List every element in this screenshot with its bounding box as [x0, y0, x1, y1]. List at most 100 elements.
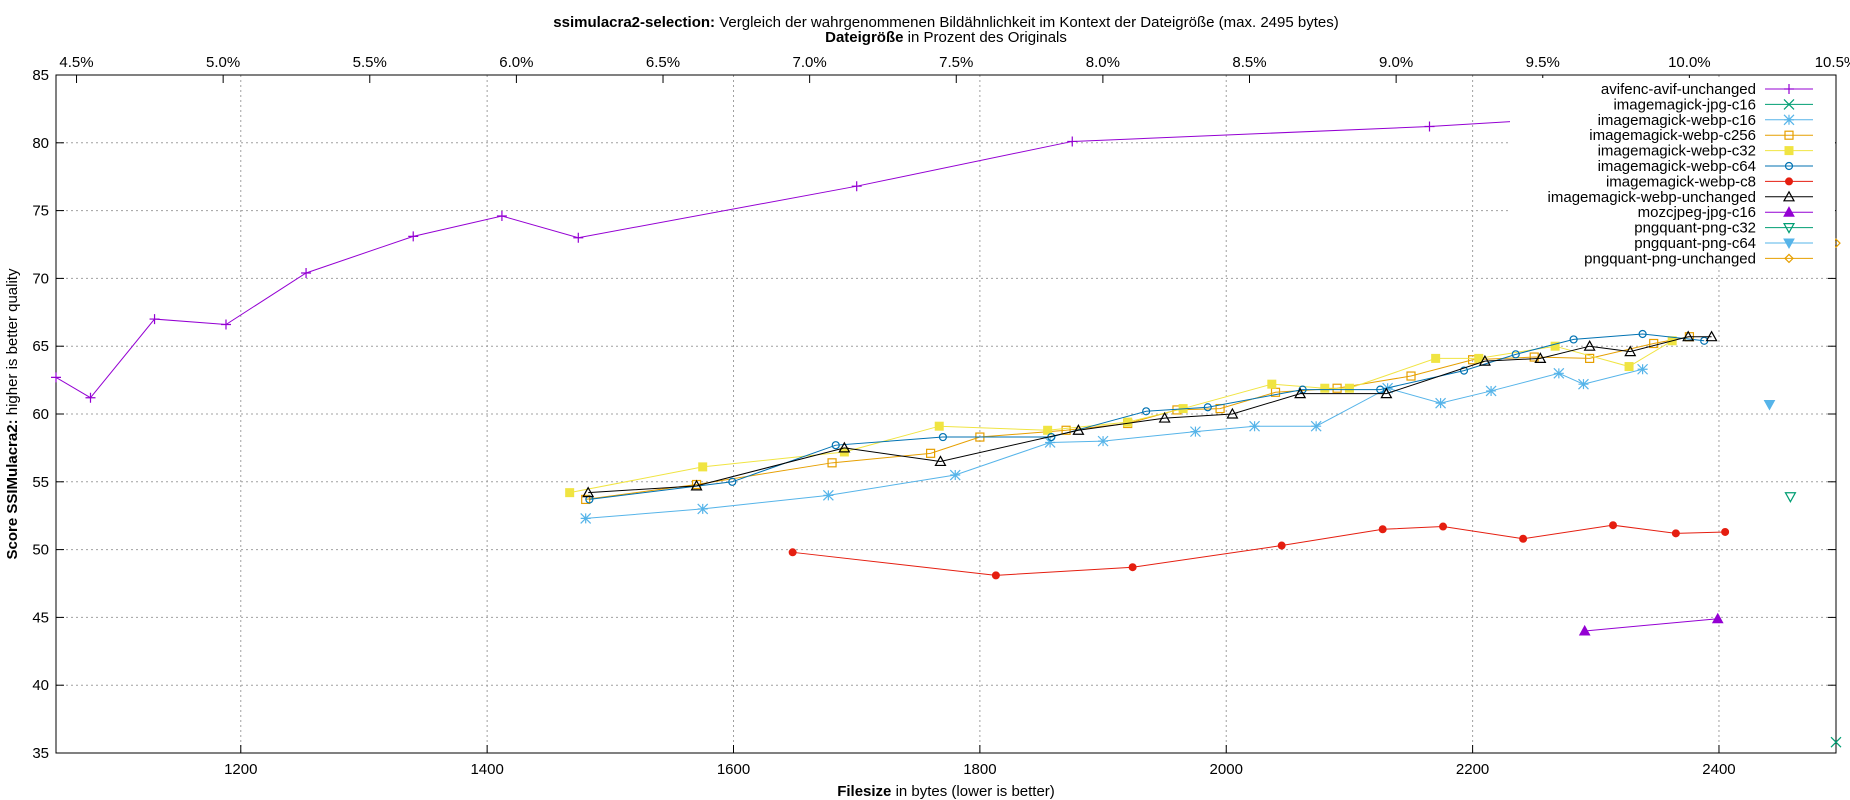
data-point: [1158, 411, 1171, 423]
y-tick-label: 35: [32, 745, 49, 762]
data-point: [1097, 435, 1109, 447]
data-point: [1784, 492, 1797, 503]
chart-title: ssimulacra2-selection: Vergleich der wah…: [553, 14, 1338, 31]
data-point: [1310, 420, 1322, 432]
data-point: [1320, 383, 1330, 393]
data-point: [1553, 367, 1565, 379]
data-point: [1277, 541, 1286, 550]
data-point: [831, 441, 840, 450]
series-line: [55, 108, 1720, 399]
x-tick-label: 2400: [1702, 761, 1735, 778]
series-imagemagick-jpg-c16: [1830, 736, 1842, 748]
legend-label: pngquant-png-unchanged: [1584, 250, 1756, 267]
legend-marker: [1784, 84, 1794, 94]
legend-item: imagemagick-webp-c8: [1606, 173, 1813, 190]
y-tick-label: 50: [32, 542, 49, 559]
y-tick-label: 45: [32, 609, 49, 626]
data-point: [698, 462, 708, 472]
legend-marker: [1782, 223, 1796, 234]
series-imagemagick-webp-c64: [585, 329, 1709, 504]
legend-marker: [1784, 161, 1794, 171]
legend-label: imagemagick-webp-c64: [1598, 158, 1756, 175]
data-point: [1624, 362, 1634, 372]
x-tick-label: 1600: [717, 761, 750, 778]
data-point: [1638, 329, 1647, 339]
legend-item: avifenc-avif-unchanged: [1601, 81, 1813, 98]
data-point: [51, 372, 61, 383]
data-point: [1485, 385, 1497, 397]
data-point: [949, 469, 961, 481]
x-axis-label-rest: in bytes (lower is better): [891, 783, 1054, 800]
x-tick-label: 1200: [224, 761, 257, 778]
series-imagemagick-webp-c16: [580, 363, 1649, 524]
data-point: [1344, 383, 1354, 393]
data-point: [582, 486, 595, 498]
data-point: [220, 319, 231, 330]
data-point: [1406, 371, 1416, 381]
x-tick-label: 1800: [963, 761, 996, 778]
series-line: [1584, 618, 1718, 632]
series-pngquant-png-c32: [1784, 492, 1797, 503]
data-point: [1830, 736, 1842, 748]
data-point: [991, 571, 1000, 580]
data-point: [580, 512, 592, 524]
y-axis-label: Score SSIMulacra2: higher is better qual…: [4, 268, 21, 559]
data-point: [565, 488, 575, 498]
data-point: [85, 392, 96, 403]
legend-background: [1510, 78, 1835, 265]
x2-tick-label: 7.5%: [939, 54, 973, 71]
data-point: [1190, 426, 1201, 438]
data-point: [934, 421, 944, 431]
y-tick-label: 65: [32, 338, 49, 355]
series-imagemagick-webp-unchanged: [582, 330, 1718, 498]
y-tick-label: 40: [32, 677, 49, 694]
data-point: [1431, 353, 1441, 363]
data-point: [1550, 341, 1560, 351]
legend-item: imagemagick-webp-c64: [1598, 158, 1813, 175]
data-point: [1043, 425, 1053, 435]
series-avifenc-avif-unchanged: [51, 103, 1724, 403]
data-point: [1763, 400, 1776, 411]
legend-item: pngquant-png-c32: [1634, 220, 1813, 237]
data-point: [1459, 366, 1469, 375]
x2-tick-label: 6.5%: [646, 54, 680, 71]
legend-label: imagemagick-webp-c256: [1589, 127, 1756, 144]
x2-tick-label: 5.5%: [353, 54, 387, 71]
legend: avifenc-avif-unchangedimagemagick-jpg-c1…: [1510, 78, 1835, 267]
x-tick-label: 2000: [1210, 761, 1243, 778]
data-point: [1609, 521, 1618, 530]
data-point: [1637, 363, 1649, 375]
legend-item: pngquant-png-c64: [1634, 235, 1813, 252]
data-point: [1378, 525, 1387, 534]
legend-item: imagemagick-webp-c32: [1598, 143, 1813, 160]
data-point: [788, 548, 797, 557]
data-point: [822, 489, 834, 501]
data-point: [1435, 397, 1447, 409]
data-point: [1671, 529, 1680, 538]
data-point: [1711, 612, 1724, 624]
y-tick-label: 85: [32, 67, 49, 84]
x-axis-label: Filesize in bytes (lower is better): [837, 783, 1055, 800]
axes: 35 40 45 50 55 60 65 70 75 80 85 1200 1400 1600 1800 20…: [32, 54, 1850, 778]
data-point: [938, 432, 948, 442]
legend-marker: [1782, 190, 1796, 202]
data-point: [827, 458, 837, 468]
data-point: [1585, 353, 1595, 364]
data-point: [573, 232, 584, 243]
series-line: [589, 333, 1705, 500]
data-point: [1123, 417, 1133, 427]
data-point: [1267, 379, 1277, 389]
data-point: [838, 441, 851, 453]
data-point: [1534, 352, 1547, 364]
legend-label: imagemagick-webp-c32: [1598, 143, 1756, 160]
data-point: [1072, 424, 1085, 435]
data-point: [697, 503, 709, 515]
data-point: [1380, 387, 1393, 399]
data-point: [408, 231, 419, 242]
data-point: [1067, 136, 1078, 147]
legend-label: imagemagick-webp-c8: [1606, 173, 1756, 190]
data-point: [149, 314, 160, 325]
data-point: [1424, 121, 1435, 132]
data-point: [934, 455, 947, 467]
x-axis-label-bold: Filesize: [837, 783, 891, 800]
